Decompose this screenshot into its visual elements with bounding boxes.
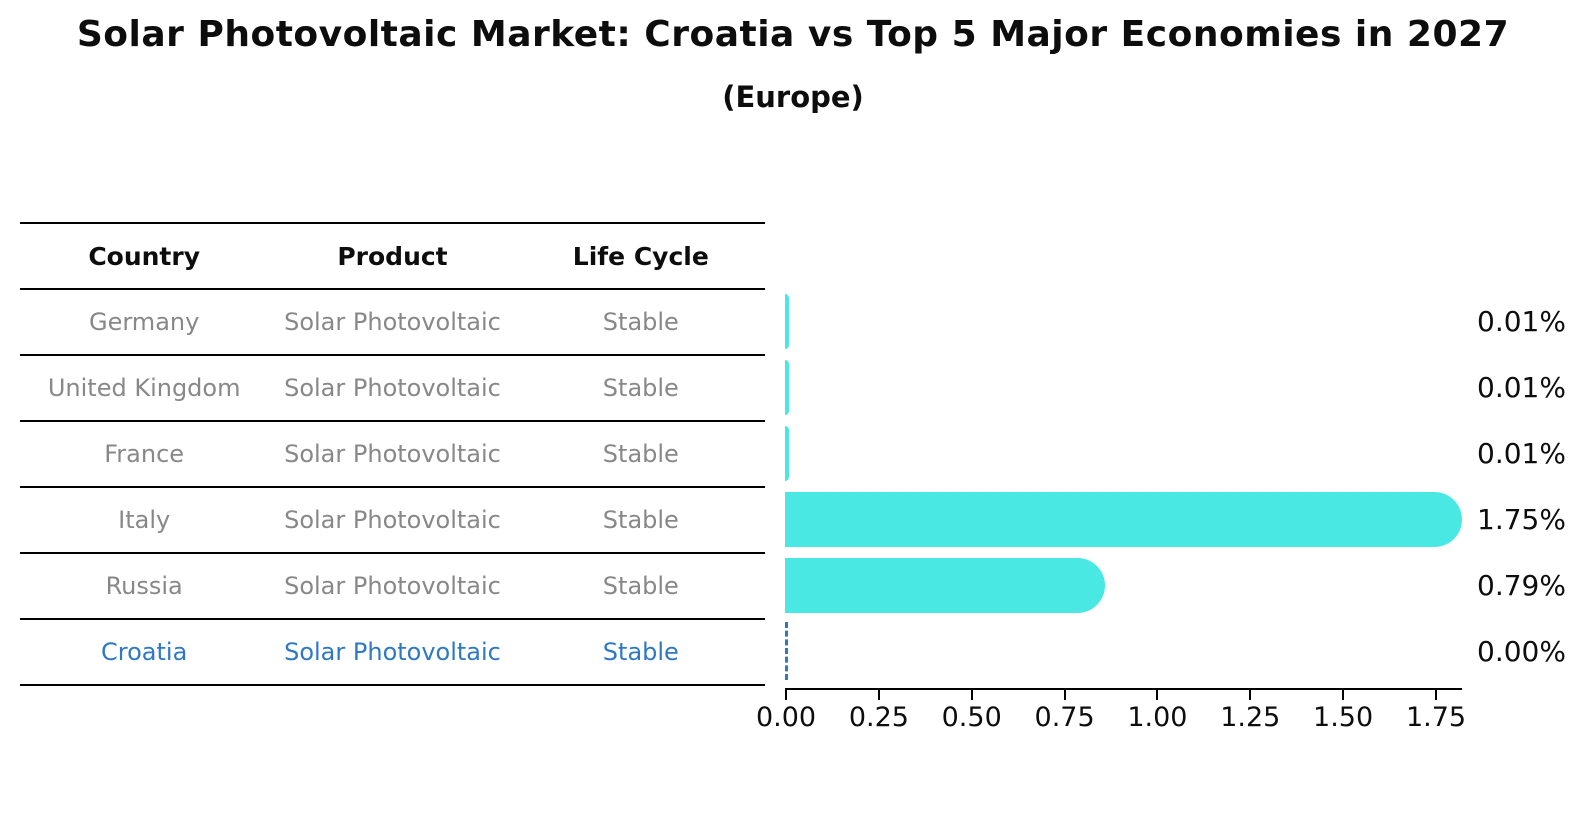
cell-product: Solar Photovoltaic xyxy=(284,638,501,666)
cell-life-cycle: Stable xyxy=(602,506,679,534)
bar-germany xyxy=(785,293,789,349)
cell-country: France xyxy=(104,440,185,468)
croatia-zero-marker-dashed-line xyxy=(785,622,788,680)
bar-plot-area xyxy=(785,288,1462,684)
value-label-italy: 1.75% xyxy=(1477,502,1566,536)
cell-life-cycle: Stable xyxy=(602,440,679,468)
x-axis: 0.00 0.25 0.50 0.75 1.00 1.25 1.50 1.75 xyxy=(756,688,1466,733)
cell-product: Solar Photovoltaic xyxy=(284,572,501,600)
x-tick-label: 0.50 xyxy=(941,702,1002,733)
x-tick-label: 1.25 xyxy=(1220,702,1281,733)
bar-row-germany xyxy=(785,288,1462,354)
x-tick xyxy=(1249,690,1252,700)
x-tick xyxy=(1156,690,1159,700)
column-header-life-cycle: Life Cycle xyxy=(572,241,709,271)
cell-product: Solar Photovoltaic xyxy=(284,308,501,336)
x-tick-label: 0.00 xyxy=(755,702,817,733)
cell-product: Solar Photovoltaic xyxy=(284,374,501,402)
table-row-croatia: Croatia Solar Photovoltaic Stable xyxy=(20,620,765,686)
column-header-product: Product xyxy=(337,241,448,271)
cell-country: Russia xyxy=(105,572,183,600)
x-tick-label: 1.50 xyxy=(1313,702,1374,733)
x-tick xyxy=(970,690,973,700)
cell-product: Solar Photovoltaic xyxy=(284,506,501,534)
value-label-croatia: 0.00% xyxy=(1477,634,1566,668)
cell-life-cycle: Stable xyxy=(602,572,679,600)
column-header-country: Country xyxy=(88,241,201,271)
cell-country: Germany xyxy=(89,308,200,336)
bar-row-france xyxy=(785,420,1462,486)
x-tick xyxy=(1342,690,1345,700)
x-tick-label: 1.75 xyxy=(1405,702,1467,733)
cell-country: Italy xyxy=(118,506,171,534)
x-tick-label: 1.00 xyxy=(1127,702,1188,733)
cell-life-cycle: Stable xyxy=(602,308,679,336)
table-header-row: Country Product Life Cycle xyxy=(20,224,765,290)
x-tick xyxy=(1063,690,1066,700)
chart-subtitle: (Europe) xyxy=(722,80,864,114)
country-table: Country Product Life Cycle Germany Solar… xyxy=(20,222,765,686)
x-tick-label: 0.25 xyxy=(848,702,909,733)
bar-row-russia xyxy=(785,552,1462,618)
bar-row-croatia xyxy=(785,618,1462,684)
bar-russia xyxy=(785,557,1106,613)
x-tick xyxy=(1435,690,1437,700)
bar-france xyxy=(785,425,789,481)
x-tick xyxy=(877,690,880,700)
x-tick xyxy=(785,690,787,700)
bar-row-italy xyxy=(785,486,1462,552)
cell-country: Croatia xyxy=(101,638,188,666)
x-tick-label: 0.75 xyxy=(1034,702,1095,733)
cell-country: United Kingdom xyxy=(47,374,241,402)
chart-title: Solar Photovoltaic Market: Croatia vs To… xyxy=(76,14,1510,55)
table-row-france: France Solar Photovoltaic Stable xyxy=(20,422,765,488)
cell-product: Solar Photovoltaic xyxy=(284,440,501,468)
table-row-italy: Italy Solar Photovoltaic Stable xyxy=(20,488,765,554)
table-row-germany: Germany Solar Photovoltaic Stable xyxy=(20,290,765,356)
cell-life-cycle: Stable xyxy=(602,374,679,402)
value-label-united-kingdom: 0.01% xyxy=(1477,370,1566,404)
table-row-russia: Russia Solar Photovoltaic Stable xyxy=(20,554,765,620)
table-row-united-kingdom: United Kingdom Solar Photovoltaic Stable xyxy=(20,356,765,422)
bar-italy xyxy=(785,491,1462,547)
bar-row-united-kingdom xyxy=(785,354,1462,420)
value-label-russia: 0.79% xyxy=(1477,568,1566,602)
value-label-germany: 0.01% xyxy=(1477,304,1566,338)
value-label-column: 0.01% 0.01% 0.01% 1.75% 0.79% 0.00% xyxy=(1477,288,1582,684)
bar-united-kingdom xyxy=(785,359,789,415)
value-label-france: 0.01% xyxy=(1477,436,1566,470)
cell-life-cycle: Stable xyxy=(602,638,679,666)
